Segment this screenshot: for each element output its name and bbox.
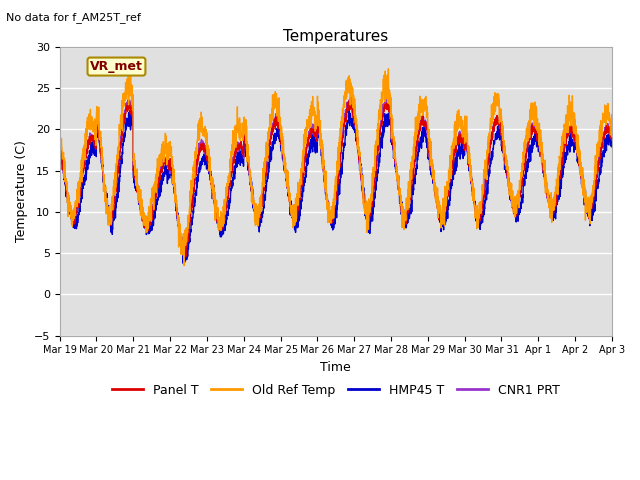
Text: No data for f_AM25T_ref: No data for f_AM25T_ref: [6, 12, 141, 23]
Y-axis label: Temperature (C): Temperature (C): [15, 140, 28, 242]
Text: VR_met: VR_met: [90, 60, 143, 73]
X-axis label: Time: Time: [321, 361, 351, 374]
Title: Temperatures: Temperatures: [283, 29, 388, 44]
Legend: Panel T, Old Ref Temp, HMP45 T, CNR1 PRT: Panel T, Old Ref Temp, HMP45 T, CNR1 PRT: [106, 379, 565, 402]
